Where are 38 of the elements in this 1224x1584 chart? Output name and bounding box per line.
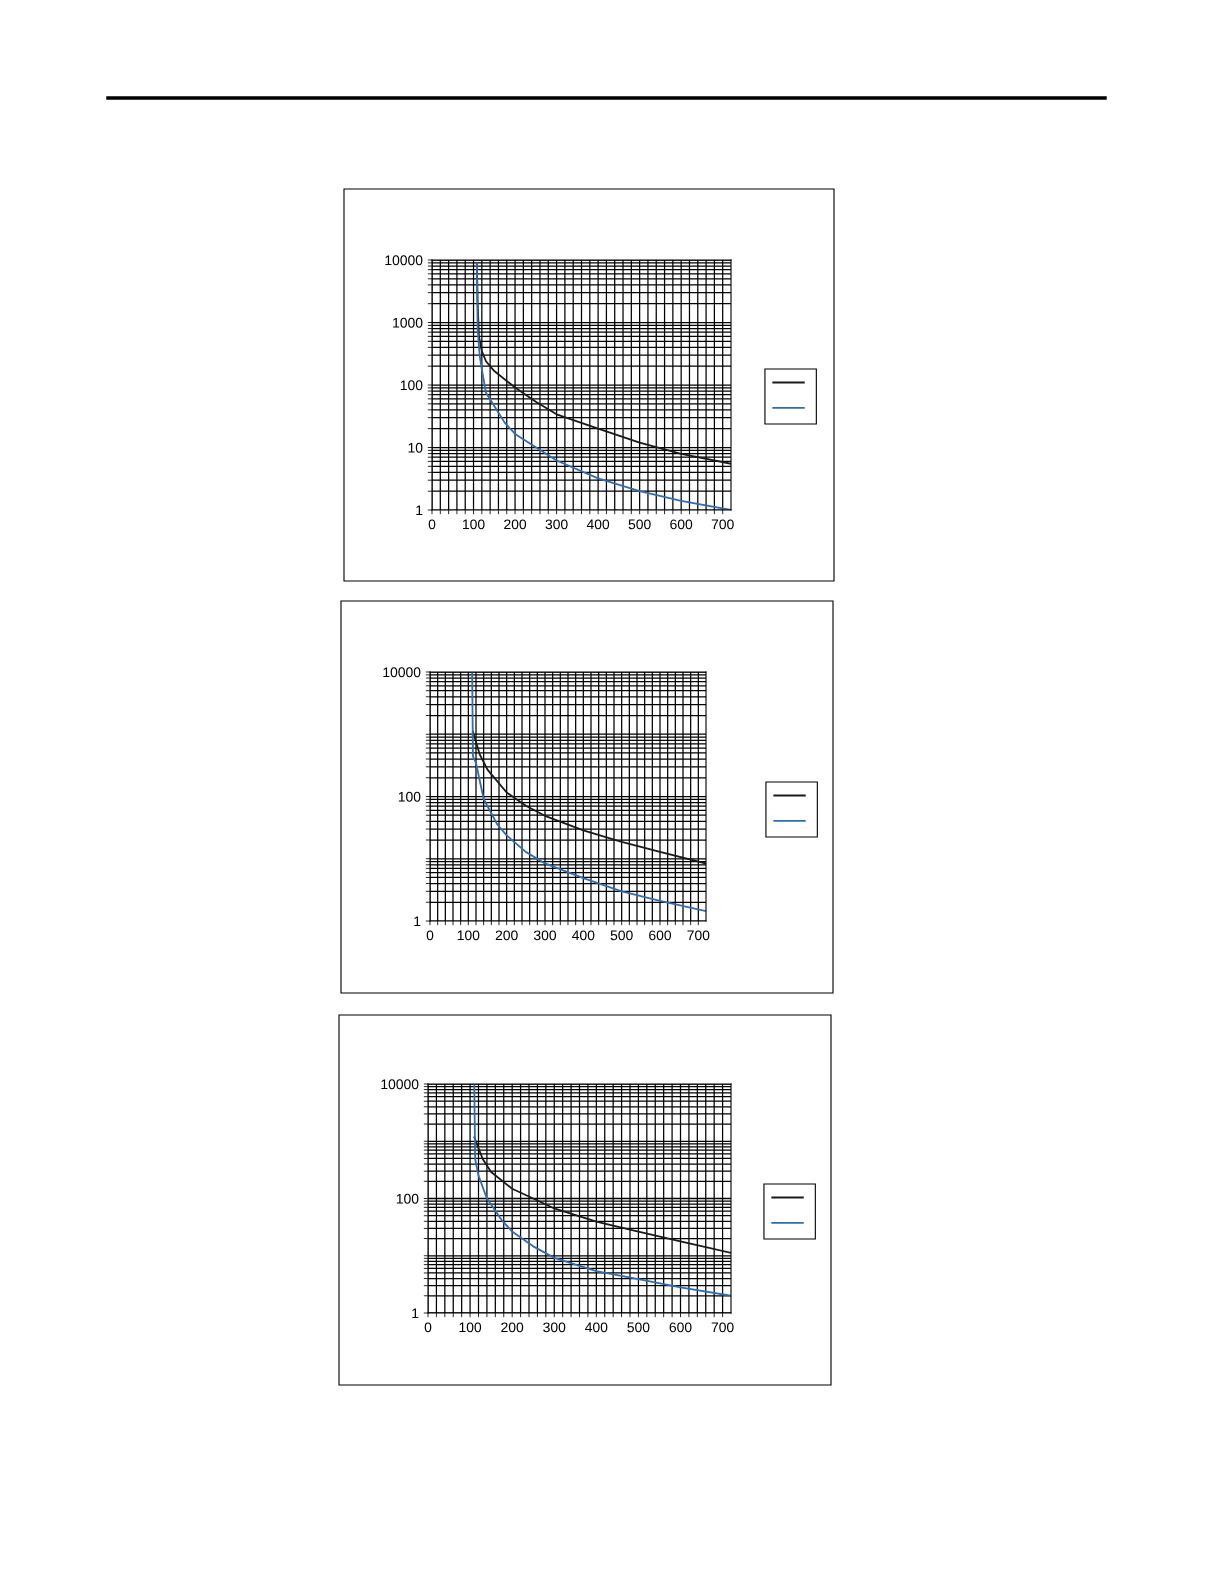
y-tick-label: 100 xyxy=(396,1193,419,1204)
y-tick-label: 10000 xyxy=(383,667,421,678)
x-tick-label: 700 xyxy=(687,930,710,941)
y-tick-label: 100 xyxy=(398,791,421,802)
x-tick-label: 300 xyxy=(533,930,557,941)
y-tick-label: 1 xyxy=(416,505,423,516)
x-tick-label: 100 xyxy=(463,519,485,530)
x-tick-label: 300 xyxy=(545,519,568,530)
x-tick-label: 0 xyxy=(424,1322,432,1333)
y-tick-label: 100 xyxy=(400,380,423,391)
x-tick-label: 200 xyxy=(504,519,527,530)
x-tick-label: 700 xyxy=(711,1322,734,1333)
x-tick-label: 200 xyxy=(495,930,518,941)
x-tick-label: 300 xyxy=(543,1322,566,1333)
x-tick-label: 700 xyxy=(711,519,734,530)
x-tick-label: 100 xyxy=(459,1322,482,1333)
x-tick-label: 400 xyxy=(585,1322,608,1333)
x-tick-label: 0 xyxy=(428,519,436,530)
line-series xyxy=(473,1084,731,1297)
y-tick-label: 10000 xyxy=(381,1079,419,1090)
y-tick-label: 10000 xyxy=(385,255,423,266)
x-tick-label: 600 xyxy=(670,519,693,530)
x-tick-label: 100 xyxy=(457,930,480,941)
line-series xyxy=(471,672,706,913)
y-tick-label: 1000 xyxy=(393,317,423,328)
y-tick-label: 10 xyxy=(408,442,423,453)
x-tick-label: 600 xyxy=(649,930,672,941)
y-tick-label: 1 xyxy=(412,1308,419,1319)
x-tick-label: 400 xyxy=(572,930,595,941)
line-series xyxy=(473,1136,731,1254)
x-tick-label: 500 xyxy=(628,519,651,530)
x-tick-label: 600 xyxy=(669,1322,692,1333)
y-tick-label: 1 xyxy=(414,916,421,927)
x-tick-label: 200 xyxy=(501,1322,524,1333)
x-tick-label: 0 xyxy=(426,930,434,941)
x-tick-label: 400 xyxy=(586,519,610,530)
x-tick-label: 500 xyxy=(610,930,633,941)
x-tick-label: 500 xyxy=(627,1322,650,1333)
